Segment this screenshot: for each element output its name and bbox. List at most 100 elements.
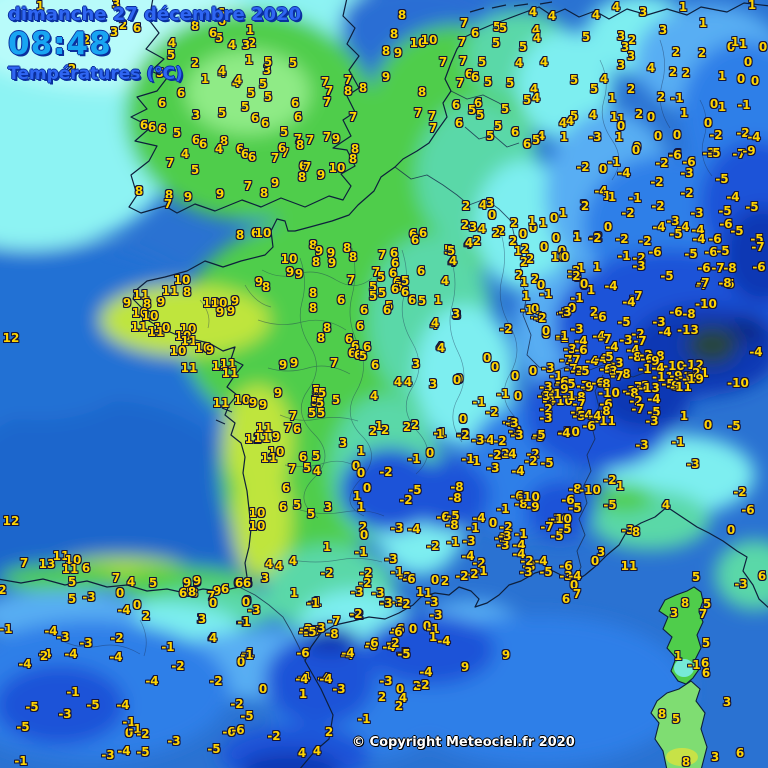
- temp-label: -5: [684, 247, 698, 261]
- temp-label: 8: [295, 138, 305, 152]
- temp-label: -3: [519, 565, 533, 579]
- temp-label: -4: [534, 554, 548, 568]
- temp-label: 6: [290, 96, 300, 110]
- temp-label: -2: [298, 625, 312, 639]
- temp-label: -3: [167, 734, 181, 748]
- temp-label: 9: [248, 396, 258, 410]
- temp-label: -3: [312, 621, 326, 635]
- temp-label: 10: [409, 36, 427, 50]
- temp-label: -7: [629, 380, 643, 394]
- temp-label: 6: [353, 348, 363, 362]
- temp-label: -2: [230, 697, 244, 711]
- temp-label: -5: [750, 232, 764, 246]
- temp-label: 8: [350, 142, 360, 156]
- temp-label: -3: [522, 559, 536, 573]
- temp-label: -4: [617, 166, 631, 180]
- temp-label: -4: [558, 425, 572, 439]
- temp-label: 5: [691, 570, 701, 584]
- temp-label: 1: [717, 69, 727, 83]
- temp-label: 0: [541, 327, 551, 341]
- temp-label: 3: [428, 377, 438, 391]
- temp-label: -6: [391, 622, 405, 636]
- temp-label: 0: [557, 244, 567, 258]
- temp-label: -8: [682, 307, 696, 321]
- temp-label: -7: [572, 397, 586, 411]
- temp-label: 11: [161, 284, 179, 298]
- temp-label: 4: [231, 76, 241, 90]
- temp-label: 2: [589, 305, 599, 319]
- temp-label: -4: [145, 674, 159, 688]
- temp-label: -3: [471, 433, 485, 447]
- temp-label: 5: [315, 396, 325, 410]
- temp-label: 6: [198, 137, 208, 151]
- temp-label: 0: [603, 220, 613, 234]
- temp-label: -7: [695, 278, 709, 292]
- temp-label: -7: [327, 614, 341, 628]
- temp-label: -3: [686, 457, 700, 471]
- temp-label: -7: [564, 362, 578, 376]
- temp-label: 6: [81, 561, 91, 575]
- temp-label: -3: [621, 523, 635, 537]
- temp-label: -6: [640, 352, 654, 366]
- temp-label: -2: [472, 556, 486, 570]
- temp-label: -4: [109, 650, 123, 664]
- temp-label: -8: [723, 261, 737, 275]
- temp-label: 6: [176, 86, 186, 100]
- temp-label: -9: [555, 382, 569, 396]
- temp-label: -7: [633, 334, 647, 348]
- temp-label: -2: [736, 126, 750, 140]
- temp-label: 0: [567, 301, 577, 315]
- temp-label: -2: [110, 631, 124, 645]
- temp-label: 7: [329, 356, 339, 370]
- temp-label: 5: [498, 21, 508, 35]
- temp-label: 2: [525, 252, 535, 266]
- temp-label: 7: [455, 76, 465, 90]
- temp-label: 2: [410, 418, 420, 432]
- temp-label: -7: [598, 332, 612, 346]
- temp-label: -7: [711, 261, 725, 275]
- temp-label: -2: [638, 234, 652, 248]
- temp-label: 5: [67, 575, 77, 589]
- temp-label: 6: [298, 159, 308, 173]
- temp-label: -8: [325, 627, 339, 641]
- temp-label: 7: [283, 421, 293, 435]
- temp-label: -5: [531, 430, 545, 444]
- temp-label: -3: [350, 585, 364, 599]
- temp-label: 8: [308, 286, 318, 300]
- temp-label: -2: [379, 465, 393, 479]
- temp-label: -3: [56, 630, 70, 644]
- temp-label: 0: [359, 528, 369, 542]
- temp-label: 10: [179, 322, 197, 336]
- temp-label: 1: [356, 444, 366, 458]
- temp-label: -5: [446, 509, 460, 523]
- temp-label: 10: [131, 306, 149, 320]
- temp-label: -5: [540, 456, 554, 470]
- temp-label: 1: [519, 275, 529, 289]
- temp-label: 0: [395, 682, 405, 696]
- temp-label: 2: [519, 255, 529, 269]
- temp-label: -6: [402, 572, 416, 586]
- temp-label: -2: [632, 251, 646, 265]
- temp-label: 6: [470, 70, 480, 84]
- temp-label: -4: [18, 657, 32, 671]
- temp-label: 7: [459, 16, 469, 30]
- temp-label: 4: [539, 55, 549, 69]
- temp-label: 6: [407, 293, 417, 307]
- temp-label: -8: [651, 349, 665, 363]
- temp-label: 13: [38, 557, 56, 571]
- temp-label: -3: [680, 166, 694, 180]
- temp-label: 0: [241, 595, 251, 609]
- temp-label: 8: [182, 285, 192, 299]
- temp-label: 7: [324, 84, 334, 98]
- temp-label: 8: [657, 707, 667, 721]
- temp-label: 11: [219, 357, 237, 371]
- temp-label: -6: [669, 305, 683, 319]
- temp-label: -6: [555, 375, 569, 389]
- temp-label: 10: [210, 296, 228, 310]
- temp-label: -11: [652, 370, 674, 384]
- temp-label: -2: [456, 427, 470, 441]
- temp-label: -4: [503, 447, 517, 461]
- temp-label: 3: [323, 500, 333, 514]
- temp-label: 9: [273, 386, 283, 400]
